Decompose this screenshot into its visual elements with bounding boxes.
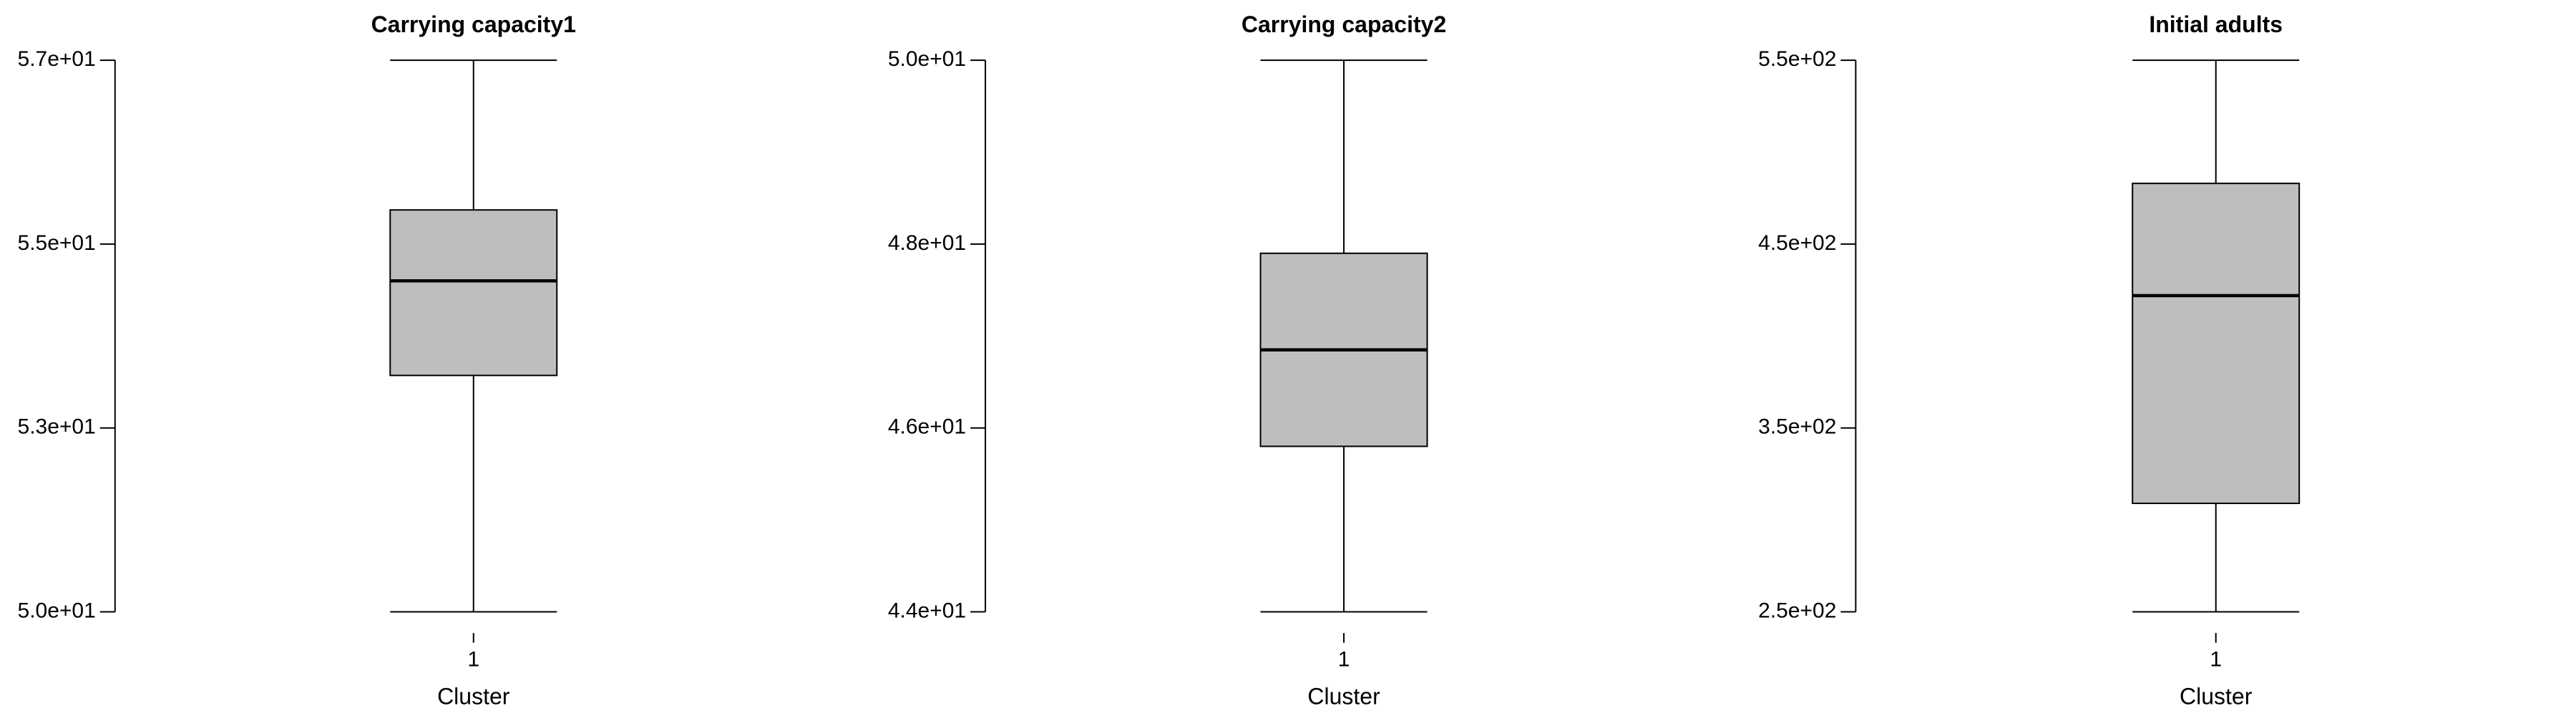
chart-title: Carrying capacity2 xyxy=(1241,11,1446,37)
x-axis-label: Cluster xyxy=(2180,683,2253,709)
y-tick-label: 5.0e+01 xyxy=(18,599,96,622)
y-tick-label: 4.4e+01 xyxy=(888,599,966,622)
box-iqr xyxy=(2132,183,2301,505)
y-tick-label: 5.7e+01 xyxy=(18,47,96,71)
chart-title: Initial adults xyxy=(2149,11,2283,37)
y-tick-label: 2.5e+02 xyxy=(1758,599,1836,622)
x-axis-label: Cluster xyxy=(437,683,510,709)
y-tick-label: 3.5e+02 xyxy=(1758,415,1836,439)
box-iqr xyxy=(389,209,558,377)
x-tick-label: 1 xyxy=(1338,648,1350,672)
chart-title: Carrying capacity1 xyxy=(371,11,576,37)
y-tick-label: 5.5e+02 xyxy=(1758,47,1836,71)
x-tick-label: 1 xyxy=(2210,648,2222,672)
y-tick-label: 4.5e+02 xyxy=(1758,231,1836,255)
y-tick-label: 5.5e+01 xyxy=(18,231,96,255)
y-tick-label: 5.0e+01 xyxy=(888,47,966,71)
x-tick-label: 1 xyxy=(467,648,479,672)
x-axis-label: Cluster xyxy=(1307,683,1380,709)
y-tick-label: 5.3e+01 xyxy=(18,415,96,439)
y-tick-label: 4.6e+01 xyxy=(888,415,966,439)
y-tick-label: 4.8e+01 xyxy=(888,231,966,255)
